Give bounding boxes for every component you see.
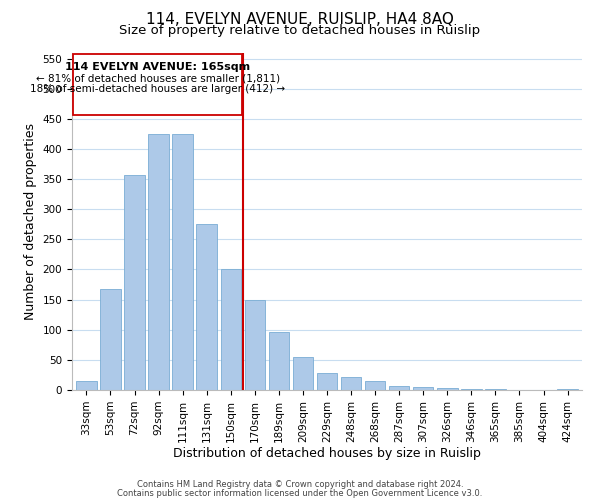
FancyBboxPatch shape <box>73 54 242 115</box>
Bar <box>196 224 217 390</box>
Bar <box>100 289 121 390</box>
Text: Contains public sector information licensed under the Open Government Licence v3: Contains public sector information licen… <box>118 488 482 498</box>
Bar <box>365 381 385 390</box>
Text: Contains HM Land Registry data © Crown copyright and database right 2024.: Contains HM Land Registry data © Crown c… <box>137 480 463 489</box>
Bar <box>413 387 433 390</box>
Bar <box>148 134 169 390</box>
X-axis label: Distribution of detached houses by size in Ruislip: Distribution of detached houses by size … <box>173 448 481 460</box>
Text: 114 EVELYN AVENUE: 165sqm: 114 EVELYN AVENUE: 165sqm <box>65 62 250 72</box>
Bar <box>293 357 313 390</box>
Bar <box>172 134 193 390</box>
Bar <box>76 381 97 390</box>
Bar <box>269 332 289 390</box>
Bar <box>221 270 241 390</box>
Text: 18% of semi-detached houses are larger (412) →: 18% of semi-detached houses are larger (… <box>30 84 286 94</box>
Text: ← 81% of detached houses are smaller (1,811): ← 81% of detached houses are smaller (1,… <box>35 74 280 84</box>
Text: Size of property relative to detached houses in Ruislip: Size of property relative to detached ho… <box>119 24 481 37</box>
Bar <box>389 386 409 390</box>
Bar <box>124 175 145 390</box>
Bar <box>437 388 458 390</box>
Text: 114, EVELYN AVENUE, RUISLIP, HA4 8AQ: 114, EVELYN AVENUE, RUISLIP, HA4 8AQ <box>146 12 454 28</box>
Y-axis label: Number of detached properties: Number of detached properties <box>24 122 37 320</box>
Bar <box>317 373 337 390</box>
Bar <box>461 389 482 390</box>
Bar <box>341 376 361 390</box>
Bar <box>245 300 265 390</box>
